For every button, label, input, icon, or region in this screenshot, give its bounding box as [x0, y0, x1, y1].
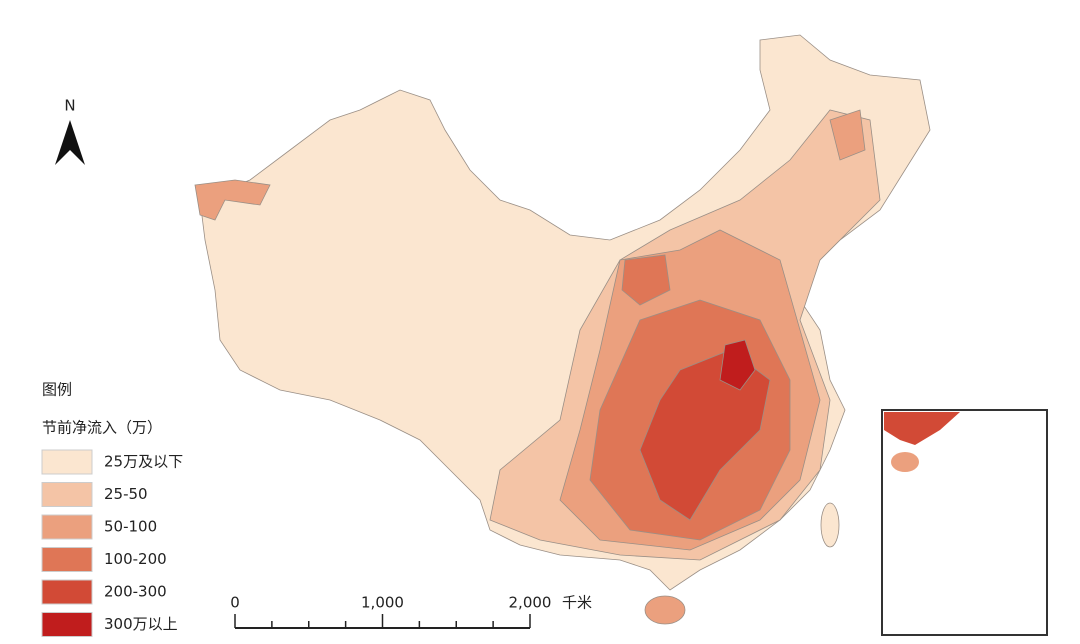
region-top: [719, 339, 756, 391]
legend-subtitle: 节前净流入（万）: [42, 419, 162, 437]
north-patch: [621, 254, 671, 306]
arrow: [55, 120, 85, 165]
inset-coast: [884, 412, 960, 445]
scale-label: 2,000: [509, 594, 552, 612]
legend-swatch: [41, 612, 93, 637]
legend-label: 200-300: [104, 583, 167, 601]
legend-label: 100-200: [104, 550, 167, 568]
hainan: [644, 595, 686, 625]
legend-swatch: [41, 482, 93, 507]
taiwan: [820, 502, 840, 548]
scale-label: 0: [230, 594, 240, 612]
west-patch: [194, 179, 271, 221]
legend-label: 300万以上: [104, 615, 178, 633]
legend-swatch: [41, 547, 93, 572]
scale-unit: 千米: [562, 594, 592, 612]
inset-hainan: [891, 452, 919, 472]
inset: [881, 409, 1048, 636]
china-map: [194, 34, 931, 625]
north-arrow: N: [55, 97, 85, 165]
scale-bar: 0 1,000 2,000 千米: [230, 594, 592, 629]
north-label: N: [64, 97, 75, 115]
legend-title: 图例: [42, 381, 72, 399]
legend-swatch: [41, 579, 93, 605]
legend-label: 25万及以下: [104, 453, 183, 471]
legend: 25万及以下 25-50 50-100 100-200 200-300 300万以上: [41, 449, 183, 637]
legend-label: 50-100: [104, 518, 157, 536]
legend-swatch: [41, 514, 93, 540]
northeast-patch: [829, 109, 866, 161]
scale-label: 1,000: [361, 594, 404, 612]
inset-frame: [881, 409, 1048, 636]
legend-swatch: [41, 449, 93, 475]
legend-label: 25-50: [104, 485, 148, 503]
